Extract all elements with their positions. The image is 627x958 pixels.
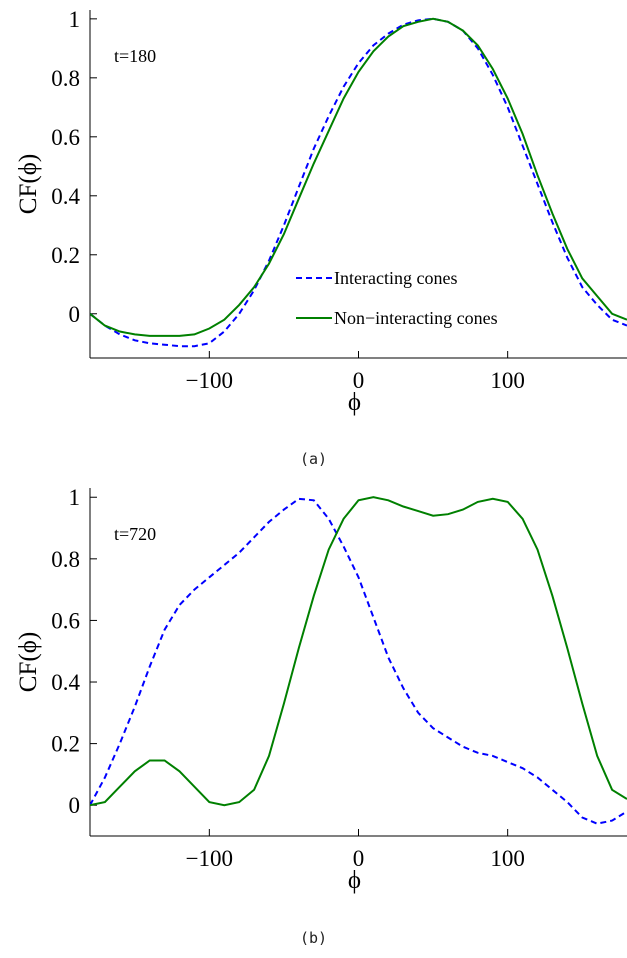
series-line-interacting: [90, 17, 627, 348]
y-tick-label: 0.2: [51, 243, 80, 268]
legend-label-interacting: Interacting cones: [334, 268, 457, 288]
y-tick-label: 0.6: [51, 125, 80, 150]
x-tick-label: −100: [186, 846, 233, 871]
y-tick-label: 0.2: [51, 732, 80, 757]
y-tick-label: 1: [69, 7, 81, 32]
caption-b: (b): [299, 929, 328, 947]
y-tick-label: 0.4: [51, 670, 80, 695]
y-tick-label: 0.6: [51, 608, 80, 633]
chart-b: −100 0 100 0 0.2 0.4 0.6 0.8 1 ϕ CF(ϕ) t=720: [15, 485, 627, 894]
y-tick-label: 0: [69, 793, 81, 818]
x-tick-label: 0: [353, 368, 365, 393]
y-axis-label: CF(ϕ): [15, 632, 42, 692]
series-line-interacting: [90, 497, 627, 825]
time-annotation: t=720: [114, 524, 156, 544]
x-axis-label: ϕ: [348, 389, 361, 416]
series-line-non-interacting: [90, 496, 627, 807]
series-line-non-interacting: [90, 17, 627, 337]
time-annotation: t=180: [114, 46, 156, 66]
caption-a: (a): [299, 450, 328, 468]
y-tick-label: 1: [69, 485, 81, 510]
x-tick-label: 100: [490, 368, 525, 393]
y-tick-label: 0: [69, 302, 81, 327]
y-tick-label: 0.4: [51, 184, 80, 209]
x-tick-label: 100: [490, 846, 525, 871]
x-tick-label: 0: [353, 846, 365, 871]
y-tick-label: 0.8: [51, 66, 80, 91]
y-axis-label: CF(ϕ): [15, 154, 42, 214]
x-tick-label: −100: [186, 368, 233, 393]
chart-a: −100 0 100 0 0.2 0.4 0.6 0.8 1 ϕ CF(ϕ) t=180 Interac…: [15, 7, 627, 416]
legend-label-non-interacting: Non−interacting cones: [334, 308, 498, 328]
y-tick-label: 0.8: [51, 547, 80, 572]
x-axis-label: ϕ: [348, 867, 361, 894]
